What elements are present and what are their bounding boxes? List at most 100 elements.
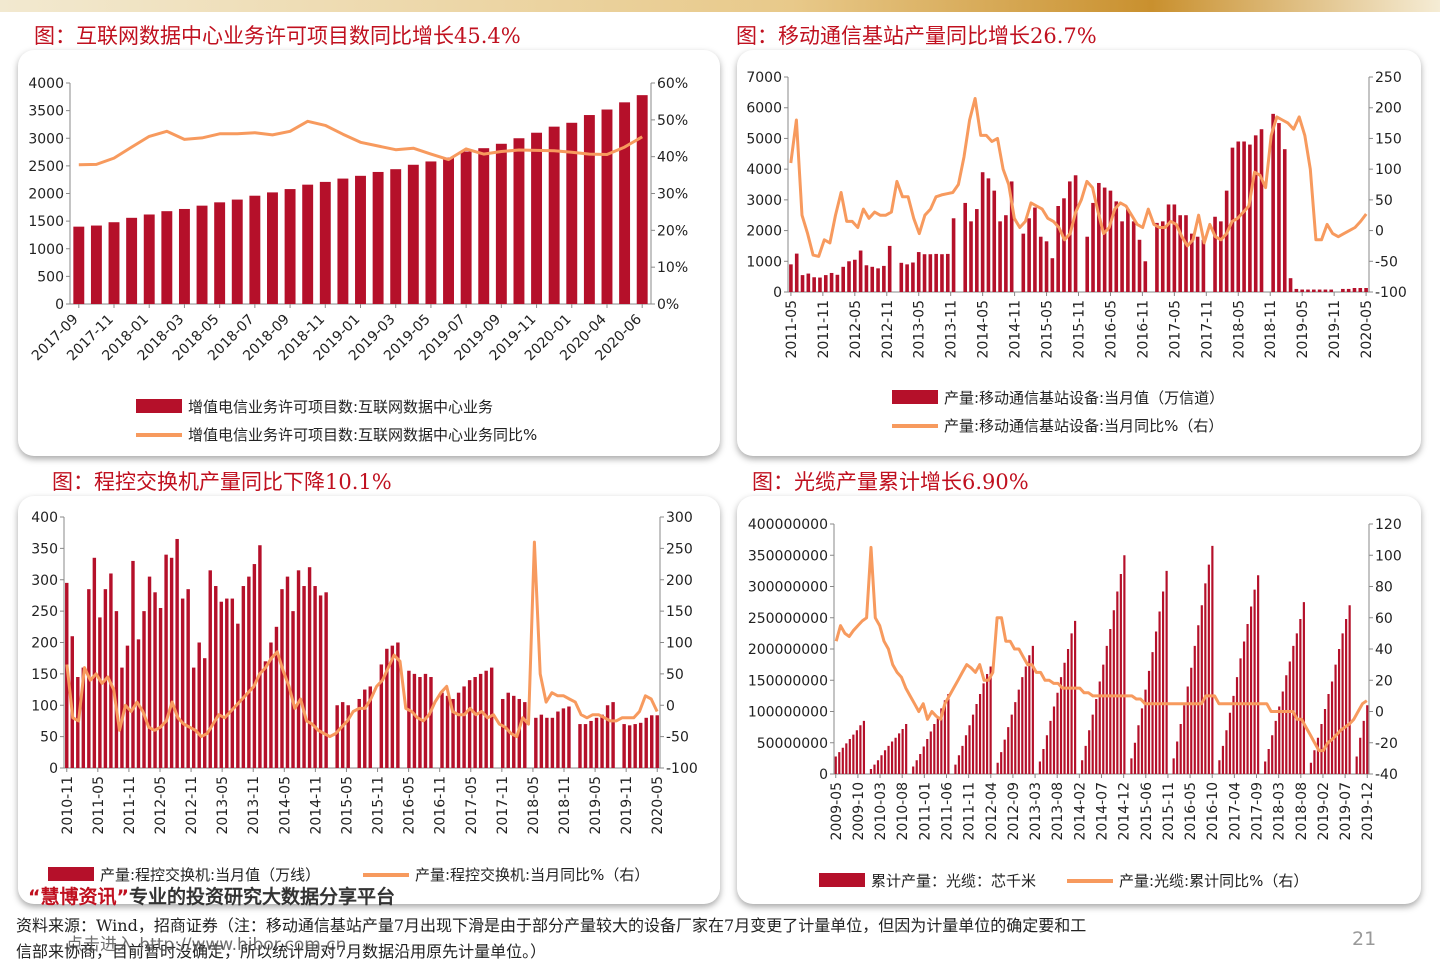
bar: [847, 261, 851, 292]
y-left-tick-label: 300000000: [748, 580, 828, 596]
y-left-tick-label: 6000: [746, 101, 782, 117]
bar: [859, 725, 862, 774]
watermark-brand: “慧博资讯”专业的投资研究大数据分享平台: [28, 886, 395, 908]
y-right-tick-label: 60: [1375, 611, 1393, 627]
bar: [876, 760, 880, 774]
bar: [81, 667, 86, 768]
bar: [296, 570, 301, 768]
bar: [1038, 236, 1043, 292]
y-left-tick-label: 5000: [746, 131, 782, 147]
legend-line-label: 产量:程控交换机:当月同比%（右）: [415, 866, 649, 884]
y-right-tick-label: 0: [1375, 705, 1384, 721]
legend-bar-swatch: [819, 873, 865, 887]
bar: [1165, 570, 1168, 774]
bar: [73, 226, 85, 304]
bar: [280, 589, 284, 768]
bar: [644, 717, 648, 768]
bar: [922, 746, 925, 774]
bar: [980, 172, 985, 292]
bar: [473, 677, 477, 768]
y-left-tick-label: 1000: [746, 254, 782, 270]
bar: [531, 132, 543, 304]
bar: [806, 273, 811, 292]
bar: [418, 677, 422, 768]
bar: [940, 254, 944, 292]
x-tick-label: 2019-12: [1360, 782, 1376, 841]
bar: [1105, 645, 1108, 774]
y-left-tick-label: 1500: [28, 214, 64, 230]
bar: [1027, 218, 1031, 292]
y-left-tick-label: 4000: [746, 162, 782, 178]
bar: [1299, 619, 1302, 774]
bar: [1179, 724, 1182, 774]
bar: [1098, 681, 1101, 774]
x-tick-label: 2016-11: [433, 776, 449, 835]
bar: [583, 115, 595, 304]
y-left-tick-label: 0: [55, 297, 64, 313]
bar: [1120, 221, 1124, 292]
bar: [1056, 206, 1060, 292]
y-right-tick-label: 150: [1375, 131, 1402, 147]
bar: [203, 658, 207, 768]
bar: [835, 274, 840, 292]
bar: [302, 184, 314, 304]
bar: [986, 674, 989, 774]
y-right-tick-label: 30%: [657, 187, 688, 203]
y-right-tick-label: 10%: [657, 260, 688, 276]
y-right-tick-label: 200: [666, 573, 693, 589]
bar: [180, 598, 185, 768]
bar: [191, 667, 196, 768]
bar: [337, 178, 349, 304]
bar: [1232, 695, 1235, 774]
bar: [1133, 742, 1137, 774]
x-tick-label: 2011-05: [91, 776, 107, 835]
y-left-tick-label: 250: [31, 604, 58, 620]
bar: [852, 734, 855, 774]
bar: [1341, 633, 1344, 774]
bar: [1116, 591, 1119, 774]
y-right-tick-label: -100: [1375, 285, 1407, 301]
x-tick-label: 2011-06: [939, 782, 955, 841]
bar: [1348, 605, 1351, 774]
bar: [1242, 641, 1246, 774]
bar: [161, 211, 173, 304]
x-tick-label: 2011-11: [122, 776, 138, 835]
y-right-tick-label: 300: [666, 510, 693, 526]
bar: [219, 601, 223, 768]
bar: [1320, 724, 1323, 774]
bar: [478, 148, 490, 304]
bar: [911, 262, 915, 292]
bar: [1114, 201, 1119, 292]
y-right-tick-label: 50%: [657, 113, 688, 129]
bar: [1221, 745, 1225, 774]
bar: [1211, 545, 1214, 774]
bar: [1088, 730, 1091, 774]
bar: [1364, 288, 1368, 292]
bar: [1062, 198, 1066, 292]
bar: [1295, 633, 1298, 774]
bar: [818, 277, 822, 292]
bar: [90, 225, 102, 304]
bar: [98, 617, 102, 768]
bar: [1056, 692, 1059, 774]
x-tick-label: 2015-11: [1161, 782, 1177, 841]
bar: [1359, 737, 1362, 774]
bar: [1004, 215, 1008, 292]
y-right-tick-label: 100: [666, 636, 693, 652]
y-right-tick-label: 60%: [657, 76, 688, 92]
y-right-tick-label: -20: [1375, 736, 1398, 752]
bar: [1352, 288, 1357, 292]
bar: [1097, 182, 1101, 292]
bar: [812, 277, 816, 292]
bar: [929, 731, 932, 774]
bar: [1330, 681, 1334, 774]
bar: [894, 737, 897, 774]
bar: [982, 683, 985, 774]
x-tick-label: 2015-05: [1040, 300, 1056, 359]
bar: [1329, 289, 1334, 292]
x-tick-label: 2020-05: [1359, 300, 1375, 359]
bar: [1130, 758, 1133, 774]
bar: [1131, 221, 1136, 292]
y-right-tick-label: 250: [1375, 70, 1402, 86]
watermark-link[interactable]: 点击进入 http://www.hibor.com.cn: [66, 935, 347, 955]
